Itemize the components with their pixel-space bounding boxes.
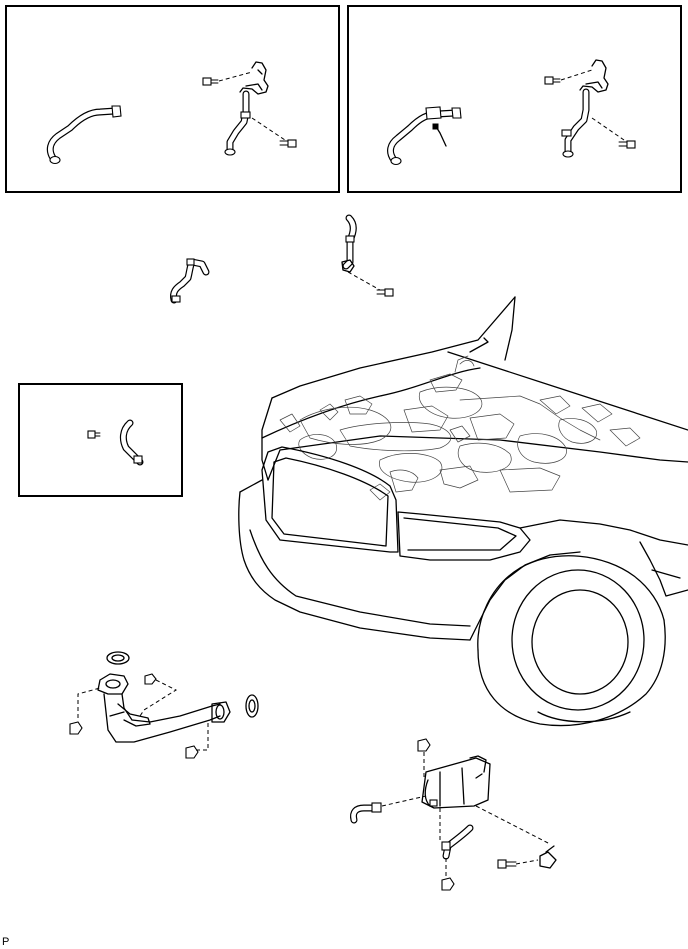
bent-pipe-part [387,106,462,166]
inset-box-right [347,5,682,193]
gasket-ring [245,694,259,718]
bolt-part [544,76,561,85]
exhaust-pipe-assembly [69,651,259,759]
vacuum-hose-bracket [341,214,394,297]
bracket-tube-part [224,61,269,156]
actuator-assembly [350,738,557,891]
nut-part [185,745,199,759]
nut-part [69,721,83,735]
bolt-part [202,77,219,86]
bolt-part [618,140,636,149]
vehicle-front-illustration [238,296,688,727]
bracket-tube-part [561,59,609,158]
gasket-ring [106,651,130,665]
nut-part [144,673,157,685]
bent-pipe-part [46,105,122,165]
inset-box-hose [18,383,183,497]
bolt-part [279,139,297,148]
footer-code: P [2,936,9,948]
inset-box-left [5,5,340,193]
bolt-part [497,859,517,869]
engine-detail [279,355,641,501]
small-bent-pipe [170,258,210,304]
